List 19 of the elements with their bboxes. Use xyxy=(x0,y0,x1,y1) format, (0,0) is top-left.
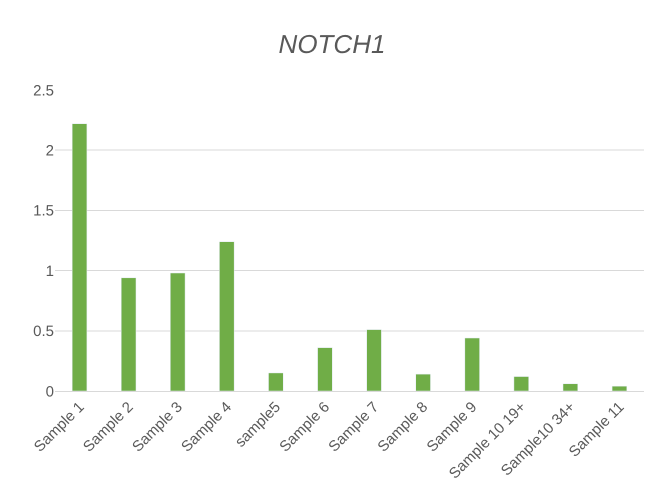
bar xyxy=(72,123,88,391)
y-tick-label: 1 xyxy=(46,262,54,280)
bar xyxy=(317,347,333,391)
bar xyxy=(170,272,186,391)
chart-title: NOTCH1 xyxy=(278,28,386,59)
y-tick-label: 0 xyxy=(46,383,54,400)
y-tick-label: 0.5 xyxy=(33,323,54,340)
bar xyxy=(366,329,382,391)
bar xyxy=(219,241,234,391)
y-tick-label: 2 xyxy=(46,142,54,160)
bar xyxy=(416,374,431,391)
bar xyxy=(514,376,529,391)
bar xyxy=(612,386,628,391)
y-tick-label: 1.5 xyxy=(33,202,54,220)
y-tick-label: 2.5 xyxy=(33,82,54,100)
bar xyxy=(464,338,480,391)
bar xyxy=(268,372,284,391)
bar xyxy=(121,278,136,391)
bar xyxy=(562,384,578,391)
